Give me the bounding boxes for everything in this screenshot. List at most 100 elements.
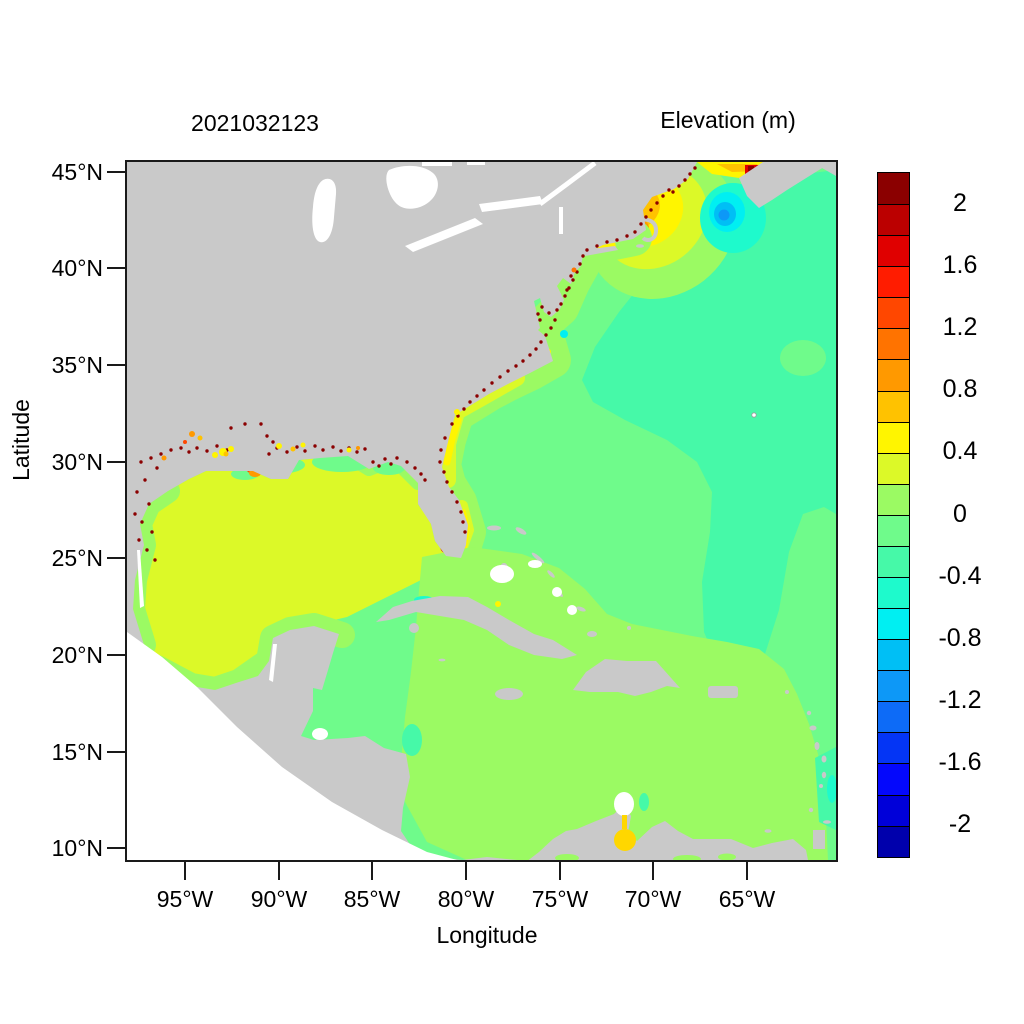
pacific-outside-domain: [127, 632, 457, 860]
gulf-of-venezuela-white: [614, 792, 634, 816]
lake-michigan: [312, 178, 337, 243]
colorbar-segment: [878, 421, 909, 453]
colorbar-segment: [878, 514, 909, 546]
colorbar-segment: [878, 483, 909, 515]
bahama-bank-white-2: [528, 560, 542, 568]
lesser-antilles: [785, 690, 827, 813]
cape-cod-hook: [638, 217, 659, 242]
colorbar-segment: [878, 452, 909, 484]
colorbar-segment: [878, 173, 909, 205]
x-tick-label: 75°W: [531, 886, 589, 912]
colorbar-segment: [878, 390, 909, 422]
x-tick: [559, 862, 561, 880]
y-tick: [107, 171, 125, 173]
laguna-madre-strip: [137, 550, 144, 608]
colorbar-tick-label: 2: [953, 188, 967, 217]
x-tick-label: 85°W: [343, 886, 401, 912]
colorbar-segment: [878, 545, 909, 578]
bahama-bank-white-3: [552, 587, 562, 597]
eleuthera: [531, 552, 545, 564]
colorbar-tick-label: 0: [953, 499, 967, 528]
isle-of-youth: [409, 623, 419, 633]
honduras-cool-spot: [402, 724, 422, 756]
hispaniola: [573, 659, 680, 696]
colorbar-segment: [878, 639, 909, 671]
colorbar-tick-label: 1.6: [942, 250, 978, 279]
colorbar-segment: [878, 204, 909, 236]
elevation-colorbar: [877, 172, 910, 858]
colorbar-segment: [878, 359, 909, 391]
x-tick: [746, 862, 748, 880]
y-tick-label: 20°N: [51, 642, 103, 668]
great-inagua: [587, 631, 597, 637]
colorbar-tick-label: 1.2: [942, 312, 978, 341]
long-island-ny: [582, 246, 618, 256]
y-tick: [107, 364, 125, 366]
x-tick-label: 80°W: [437, 886, 495, 912]
colorbar-tick-label: 0.8: [942, 375, 978, 404]
cayman: [438, 658, 446, 662]
estuary-surge-speckles: [133, 166, 697, 562]
colorbar-segment: [878, 235, 909, 267]
y-tick: [107, 461, 125, 463]
turks: [627, 626, 631, 630]
colorbar-tick-label: -0.4: [938, 561, 982, 590]
abaco: [515, 527, 527, 535]
gulf-of-honduras-white: [312, 728, 328, 740]
cape-breton-corner: [817, 162, 836, 176]
y-tick-label: 45°N: [51, 159, 103, 185]
atlantic-warm-island-east: [780, 340, 826, 376]
y-tick-label: 40°N: [51, 255, 103, 281]
x-tick: [652, 862, 654, 880]
colorbar-segment: [878, 794, 909, 826]
x-tick-label: 65°W: [718, 886, 776, 912]
superior-edge-sliver-1: [422, 162, 452, 166]
tobago: [823, 820, 831, 824]
gulf-of-venezuela-cool-spot: [639, 793, 649, 811]
y-tick: [107, 751, 125, 753]
outside-domain-and-lakes: [127, 162, 634, 860]
colorbar-segment: [878, 701, 909, 733]
colorbar-segment: [878, 266, 909, 298]
colorbar-title: Elevation (m): [660, 107, 796, 133]
paria-cool-dab: [827, 775, 836, 803]
colorbar-tick-label: -1.6: [938, 748, 982, 777]
y-tick-label: 15°N: [51, 739, 103, 765]
y-tick: [107, 654, 125, 656]
x-tick-label: 70°W: [624, 886, 682, 912]
lake-maracaibo: [614, 815, 636, 851]
x-tick: [371, 862, 373, 880]
y-tick: [107, 557, 125, 559]
puerto-rico: [708, 686, 738, 698]
cuba-coast-dab-1: [495, 601, 501, 607]
x-tick: [184, 862, 186, 880]
colorbar-tick-label: 0.4: [942, 437, 978, 466]
trinidad: [813, 830, 825, 849]
x-tick: [278, 862, 280, 880]
marthas-vineyard: [636, 244, 644, 248]
y-tick: [107, 267, 125, 269]
colorbar-segment: [878, 825, 909, 857]
st-lawrence-river: [538, 162, 597, 207]
nova-scotia-cold-eddy: [700, 183, 766, 253]
colorbar-segment: [878, 608, 909, 640]
colorbar-tick-label: -1.2: [938, 686, 982, 715]
x-tick: [465, 862, 467, 880]
cat-island: [547, 570, 555, 578]
y-tick-label: 10°N: [51, 835, 103, 861]
hatteras-cyan-dab: [560, 330, 568, 338]
colorbar-segment: [878, 577, 909, 609]
y-tick: [107, 847, 125, 849]
colorbar-segment: [878, 328, 909, 360]
y-tick-label: 25°N: [51, 545, 103, 571]
gulf-of-mexico-fill: [133, 456, 461, 690]
lake-erie: [405, 218, 483, 252]
y-tick-label: 35°N: [51, 352, 103, 378]
superior-edge-sliver-2: [467, 162, 485, 165]
lake-huron: [386, 165, 438, 209]
yucatan-west-strip: [269, 644, 277, 682]
bahama-bank-white-1: [490, 565, 514, 583]
acklins: [576, 606, 586, 612]
margarita: [764, 829, 772, 833]
